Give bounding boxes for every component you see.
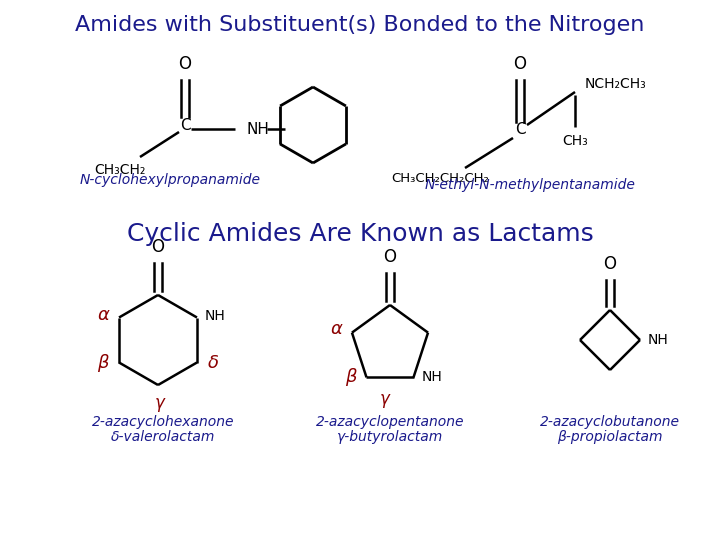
Text: CH₃CH₂: CH₃CH₂ — [94, 163, 145, 177]
Text: C: C — [515, 123, 526, 138]
Text: β-propiolactam: β-propiolactam — [557, 430, 662, 444]
Text: γ-butyrolactam: γ-butyrolactam — [337, 430, 443, 444]
Text: NH: NH — [421, 370, 442, 384]
Text: 2-azacyclopentanone: 2-azacyclopentanone — [316, 415, 464, 429]
Text: N-cyclohexylpropanamide: N-cyclohexylpropanamide — [79, 173, 261, 187]
Text: O: O — [151, 238, 164, 256]
Text: O: O — [513, 55, 526, 73]
Text: α: α — [330, 320, 342, 338]
Text: N-ethyl-N-methylpentanamide: N-ethyl-N-methylpentanamide — [425, 178, 636, 192]
Text: 2-azacyclobutanone: 2-azacyclobutanone — [540, 415, 680, 429]
Text: δ-valerolactam: δ-valerolactam — [111, 430, 215, 444]
Text: CH₃: CH₃ — [562, 134, 588, 148]
Text: β: β — [345, 368, 356, 386]
Text: δ: δ — [207, 354, 218, 372]
Text: O: O — [384, 248, 397, 266]
Text: NH: NH — [648, 333, 669, 347]
Text: 2-azacyclohexanone: 2-azacyclohexanone — [91, 415, 234, 429]
Text: NH: NH — [205, 308, 226, 322]
Text: NH: NH — [247, 122, 270, 137]
Text: Cyclic Amides Are Known as Lactams: Cyclic Amides Are Known as Lactams — [127, 222, 593, 246]
Text: Amides with Substituent(s) Bonded to the Nitrogen: Amides with Substituent(s) Bonded to the… — [76, 15, 644, 35]
Text: γ: γ — [379, 390, 390, 408]
Text: C: C — [180, 118, 190, 132]
Text: O: O — [179, 55, 192, 73]
Text: CH₃CH₂CH₂CH₂: CH₃CH₂CH₂CH₂ — [391, 172, 489, 185]
Text: NCH₂CH₃: NCH₂CH₃ — [585, 77, 647, 91]
Text: β: β — [97, 354, 109, 372]
Text: α: α — [97, 306, 109, 323]
Text: γ: γ — [155, 394, 165, 412]
Text: O: O — [603, 255, 616, 273]
